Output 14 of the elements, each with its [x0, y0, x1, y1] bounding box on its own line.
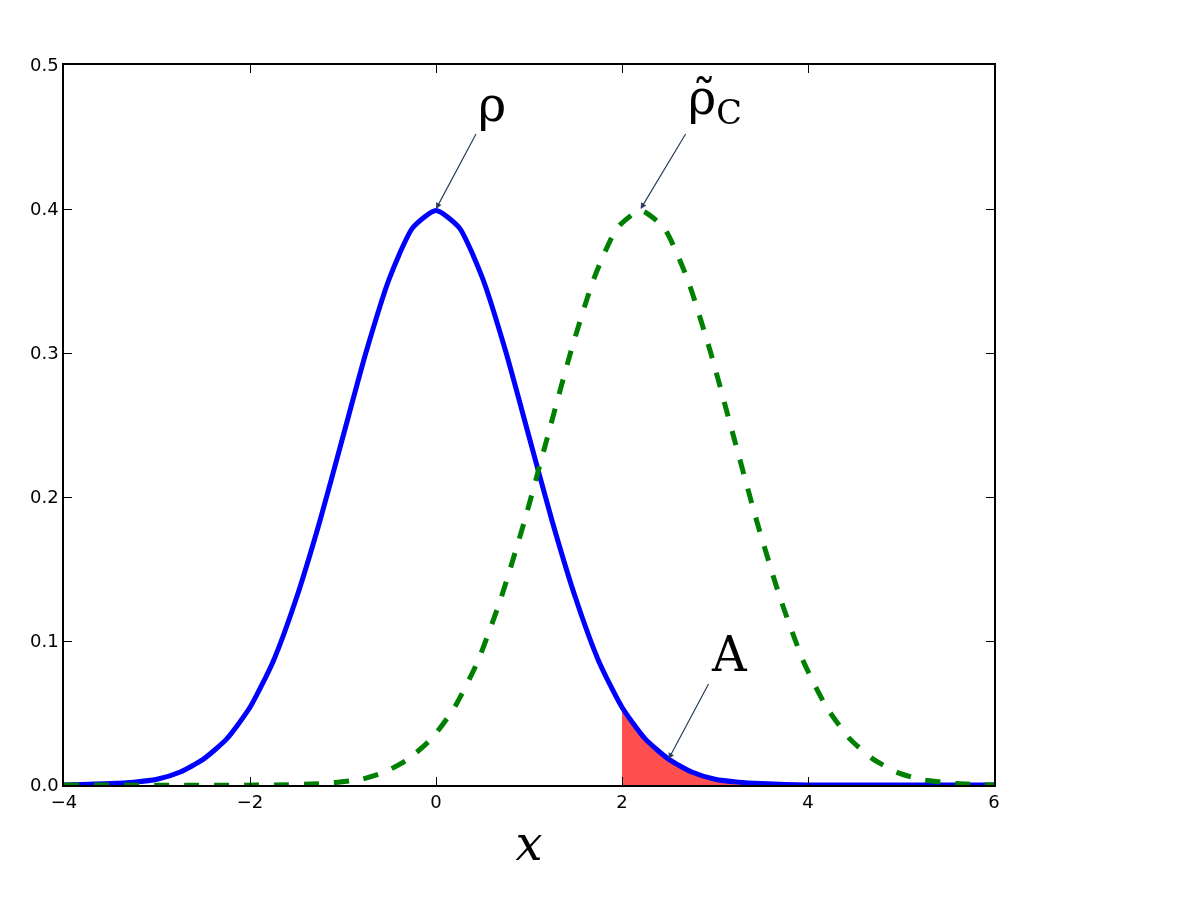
- annotation: ρ̃$_{C}$: [688, 69, 742, 133]
- y-tick-label: 0.3: [30, 342, 59, 364]
- annotation: A: [711, 626, 748, 682]
- y-tick-label: 0.5: [30, 54, 59, 76]
- annotation: ρ: [478, 76, 507, 132]
- y-tick-label: 0.2: [30, 486, 59, 508]
- x-tick-label: 0: [430, 791, 442, 813]
- y-tick-label: 0.1: [30, 630, 59, 652]
- y-tick-label: 0.4: [30, 198, 59, 220]
- x-tick-label: 6: [988, 791, 1000, 813]
- x-tick-label: −2: [236, 791, 264, 813]
- x-tick-label: 4: [802, 791, 814, 813]
- x-tick-label: 2: [616, 791, 628, 813]
- x-axis-title: x: [515, 814, 543, 871]
